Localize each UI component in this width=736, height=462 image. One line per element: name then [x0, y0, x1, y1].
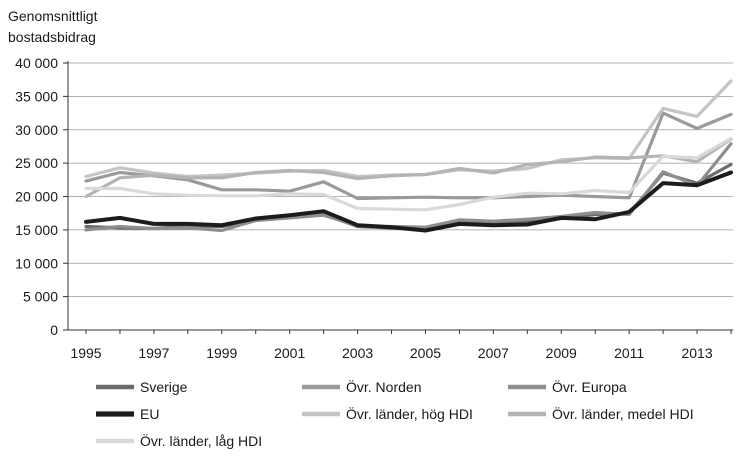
x-tick-label: 2005	[410, 345, 441, 361]
series-line-4	[84, 79, 733, 179]
gridlines	[68, 62, 733, 298]
x-tick-label: 2009	[546, 345, 577, 361]
x-tick-label: 2001	[274, 345, 305, 361]
legend: Sverige Övr. Norden Övr. Europa EU Övr. länd…	[96, 378, 694, 449]
x-axis-ticks: 1995 1997 1999 2001 2003 2005 2007 2009 2011 2013	[70, 330, 732, 361]
y-tick-label: 20 000	[15, 189, 58, 205]
y-tick-label: 15 000	[15, 222, 58, 238]
series-line-1	[84, 111, 733, 201]
legend-label: Övr. Norden	[346, 378, 421, 395]
y-tick-label: 5 000	[23, 289, 58, 305]
series-lines	[84, 79, 733, 233]
y-axis-label-line: bostadsbidrag	[8, 29, 96, 45]
x-tick-label: 2007	[478, 345, 509, 361]
legend-label: Övr. länder, hög HDI	[346, 405, 473, 422]
y-axis-label: Genomsnittligt bostadsbidrag	[8, 8, 98, 45]
legend-label: Sverige	[140, 379, 188, 395]
y-tick-label: 0	[50, 322, 58, 338]
legend-label: Övr. länder, låg HDI	[140, 432, 262, 449]
x-tick-label: 2011	[614, 345, 644, 361]
legend-label: EU	[140, 406, 159, 422]
y-tick-label: 10 000	[15, 255, 58, 271]
series-line-3	[84, 170, 733, 233]
series-line-5	[84, 137, 733, 199]
y-tick-label: 25 000	[15, 155, 58, 171]
axes	[67, 61, 733, 331]
legend-label: Övr. Europa	[552, 378, 627, 395]
legend-label: Övr. länder, medel HDI	[552, 405, 694, 422]
y-axis-label-line: Genomsnittligt	[8, 8, 98, 24]
x-tick-label: 1999	[206, 345, 237, 361]
x-tick-label: 1995	[70, 345, 101, 361]
x-tick-label: 2013	[681, 345, 712, 361]
y-axis-ticks: 0 5 000 10 000 15 000 20 000 25 000 30 000 35 0…	[15, 55, 68, 338]
x-tick-label: 1997	[138, 345, 169, 361]
x-tick-label: 2003	[342, 345, 373, 361]
y-tick-label: 40 000	[15, 55, 58, 71]
y-tick-label: 35 000	[15, 88, 58, 104]
series-line-6	[84, 136, 733, 212]
y-tick-label: 30 000	[15, 122, 58, 138]
